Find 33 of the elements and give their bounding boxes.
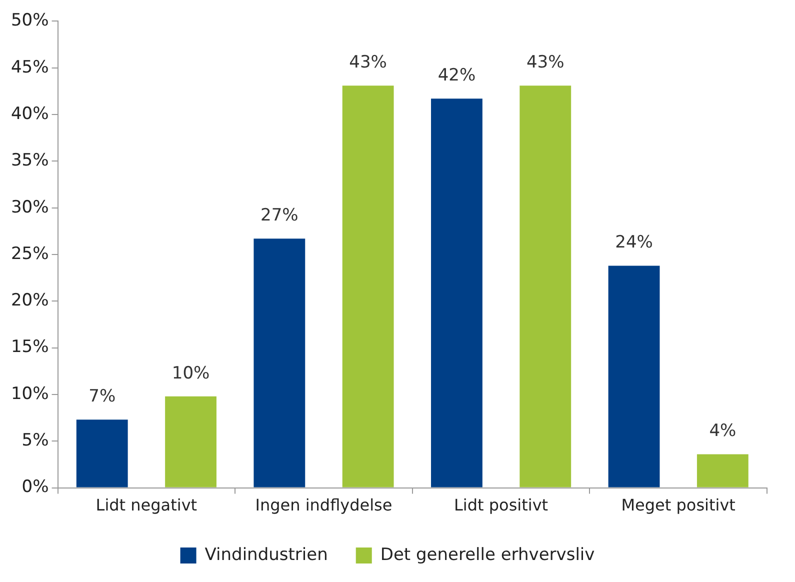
bar xyxy=(520,86,572,488)
bar xyxy=(342,86,394,488)
data-label: 42% xyxy=(438,66,476,86)
data-label: 10% xyxy=(172,363,210,384)
data-label: 7% xyxy=(88,386,116,407)
data-label: 27% xyxy=(260,206,298,226)
legend-label: Vindindustrien xyxy=(204,544,328,565)
y-tick-label: 50% xyxy=(10,10,49,31)
data-label: 24% xyxy=(615,232,653,253)
y-tick-label: 15% xyxy=(10,337,49,358)
y-tick-label: 10% xyxy=(10,384,49,404)
x-tick-label: Meget positivt xyxy=(621,496,736,515)
x-tick-label: Lidt positivt xyxy=(454,496,548,515)
x-tick-label: Ingen indflydelse xyxy=(255,496,392,515)
bar xyxy=(608,266,660,488)
y-tick-label: 30% xyxy=(10,197,49,218)
data-label: 43% xyxy=(526,52,564,73)
y-tick-label: 0% xyxy=(22,477,49,498)
y-tick-label: 35% xyxy=(10,150,49,171)
bar xyxy=(165,396,216,488)
y-tick-label: 45% xyxy=(10,57,49,78)
legend-label: Det generelle erhvervsliv xyxy=(380,544,595,565)
y-tick-label: 40% xyxy=(10,104,49,124)
data-label: 43% xyxy=(349,52,387,73)
bar xyxy=(696,454,748,488)
y-tick-label: 20% xyxy=(10,290,49,311)
data-label: 4% xyxy=(709,421,736,442)
y-tick-label: 5% xyxy=(22,430,49,451)
bar xyxy=(76,420,128,488)
bar xyxy=(254,238,306,488)
x-tick-label: Lidt negativt xyxy=(96,496,198,515)
bar xyxy=(431,98,482,488)
y-tick-label: 25% xyxy=(10,244,49,264)
